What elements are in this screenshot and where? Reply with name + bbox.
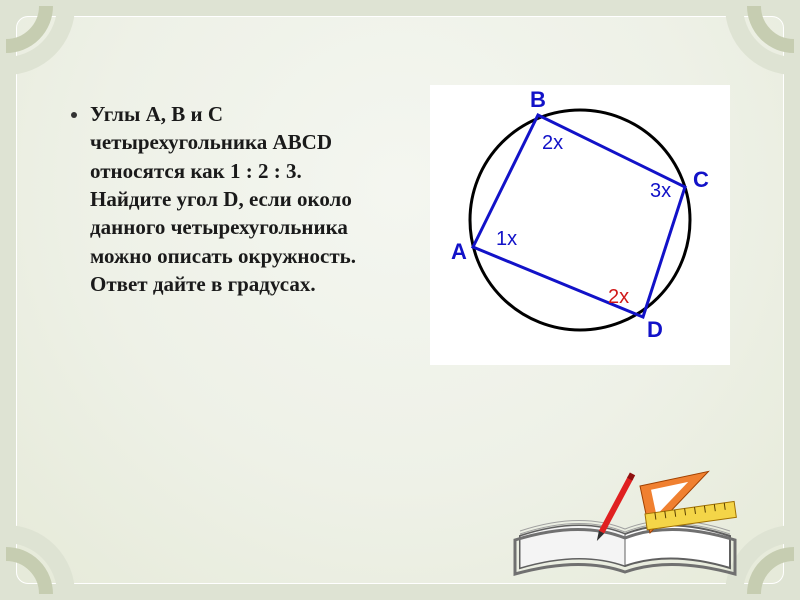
vertex-label-d: D	[647, 317, 663, 342]
open-book-icon	[515, 520, 735, 574]
geometry-figure: A B C D 2x 3x 1x 2x	[430, 85, 730, 365]
vertex-label-b: B	[530, 87, 546, 112]
stationery-clipart	[510, 456, 740, 576]
vertex-label-a: A	[451, 239, 467, 264]
angle-c-label: 3x	[650, 180, 671, 202]
slide: Углы A, B и C четырехугольника ABCD отно…	[0, 0, 800, 600]
angle-d-label: 2x	[608, 286, 629, 308]
problem-text-block: Углы A, B и C четырехугольника ABCD отно…	[70, 100, 380, 298]
angle-a-label: 1x	[496, 228, 517, 250]
vertex-label-c: C	[693, 167, 709, 192]
angle-b-label: 2x	[542, 132, 563, 154]
problem-text: Углы A, B и C четырехугольника ABCD отно…	[90, 100, 380, 298]
